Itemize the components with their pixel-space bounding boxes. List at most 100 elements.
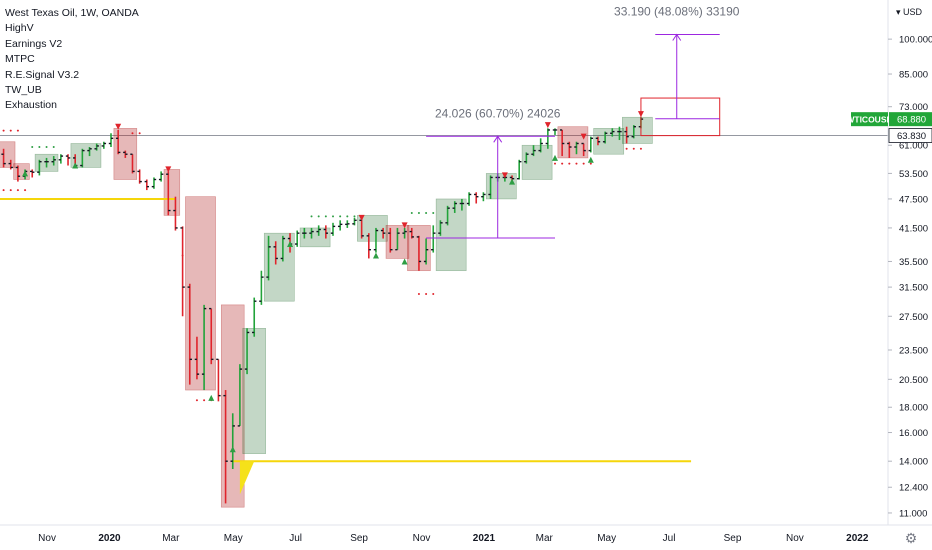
dot-marker <box>417 293 420 296</box>
x-tick-label: Nov <box>413 533 431 544</box>
candle <box>602 131 608 144</box>
dot-marker <box>52 146 55 149</box>
candle <box>230 413 235 469</box>
currency-label: ▾ USD <box>896 7 923 17</box>
candle <box>237 364 243 427</box>
signal-triangles <box>22 111 644 453</box>
x-tick-label: Sep <box>724 533 742 544</box>
candle <box>166 171 171 216</box>
candles <box>1 117 644 504</box>
candle <box>323 225 329 239</box>
legend-indicator-highv[interactable]: HighV <box>5 22 34 35</box>
projection-arrow-head <box>493 135 503 143</box>
y-tick-label: 11.000 <box>899 508 927 519</box>
legend-indicator-earnings[interactable]: Earnings V2 <box>5 37 63 50</box>
candle <box>58 154 64 164</box>
candle <box>8 159 13 170</box>
candle <box>65 154 71 166</box>
candle <box>395 227 400 251</box>
legend-indicator-exhaustion[interactable]: Exhaustion <box>5 99 57 112</box>
candle <box>552 128 558 135</box>
dot-marker <box>31 146 34 149</box>
y-axis: ▾ USD 100.000 85.000 73.000 61.000 53.500 47.5… <box>846 0 932 525</box>
candle <box>559 129 565 157</box>
up-signal-triangle <box>22 170 29 177</box>
candle <box>266 235 271 281</box>
dot-marker <box>582 162 585 165</box>
down-signal-triangle <box>358 214 365 221</box>
candle <box>123 150 128 158</box>
up-signal-triangle <box>229 446 236 453</box>
candle <box>316 225 321 236</box>
dot-marker <box>195 399 198 402</box>
y-tick-label: 73.000 <box>899 102 928 113</box>
up-signal-triangle <box>509 178 516 185</box>
candle <box>280 235 286 262</box>
candle <box>538 138 543 153</box>
candle <box>187 283 192 385</box>
dot-marker <box>16 129 19 132</box>
green-signal-box <box>70 143 102 168</box>
dot-marker <box>38 146 41 149</box>
candle <box>352 217 357 226</box>
y-tick-label: 41.500 <box>899 223 928 234</box>
candle <box>388 227 393 253</box>
dot-marker <box>2 129 5 132</box>
red-signal-box <box>163 169 181 216</box>
symbol-label: WTICOUSD <box>846 115 892 125</box>
candle <box>108 133 114 148</box>
candle <box>259 270 264 305</box>
dot-marker <box>317 215 320 218</box>
x-tick-label: Mar <box>162 533 180 544</box>
x-tick-label: May <box>597 533 616 544</box>
dot-markers <box>2 129 642 402</box>
candle <box>309 227 314 239</box>
candle <box>466 192 472 206</box>
candle <box>359 217 364 239</box>
dot-marker <box>632 147 635 150</box>
green-signal-box <box>299 227 331 248</box>
dot-marker <box>432 211 435 214</box>
candle <box>431 225 436 253</box>
dot-marker <box>2 189 5 192</box>
candle <box>617 126 622 141</box>
candle <box>194 336 200 380</box>
dot-marker <box>353 215 356 218</box>
dot-marker <box>417 211 420 214</box>
dot-marker <box>45 146 48 149</box>
candle <box>209 307 214 365</box>
x-tick-label: 2020 <box>98 533 121 544</box>
y-tick-label: 16.000 <box>899 428 928 439</box>
down-signal-triangle <box>580 133 587 140</box>
dot-marker <box>138 132 141 135</box>
down-signal-triangle <box>544 122 551 129</box>
y-tick-label: 18.000 <box>899 403 928 414</box>
y-tick-label: 47.500 <box>899 194 928 205</box>
candle <box>173 196 178 231</box>
dot-marker <box>24 189 27 192</box>
dot-marker <box>16 189 19 192</box>
legend-indicator-mtpc[interactable]: MTPC <box>5 53 35 66</box>
candle <box>402 227 407 239</box>
dot-marker <box>568 162 571 165</box>
candle <box>345 220 350 228</box>
price-level-label: 63.830 <box>897 131 926 142</box>
dot-marker <box>339 215 342 218</box>
dot-marker <box>324 215 327 218</box>
candle <box>144 179 150 191</box>
x-tick-label: Mar <box>536 533 554 544</box>
last-price-label: 68.880 <box>897 115 926 126</box>
settings-gear-icon[interactable]: ⚙ <box>904 530 918 546</box>
candle <box>337 220 343 231</box>
dot-marker <box>639 147 642 150</box>
last-price-box <box>889 112 932 127</box>
y-tick-label: 100.000 <box>899 35 932 46</box>
chart-legend: West Texas Oil, 1W, OANDA HighV Earnings… <box>5 6 139 114</box>
legend-indicator-resignal[interactable]: R.E.Signal V3.2 <box>5 68 80 81</box>
candle <box>373 227 379 253</box>
down-signal-triangle <box>501 172 508 179</box>
legend-indicator-tw-ub[interactable]: TW_UB <box>5 84 42 97</box>
projection: 24.026 (60.70%) 24026 <box>426 106 561 239</box>
y-tick-label: 27.500 <box>899 312 928 323</box>
